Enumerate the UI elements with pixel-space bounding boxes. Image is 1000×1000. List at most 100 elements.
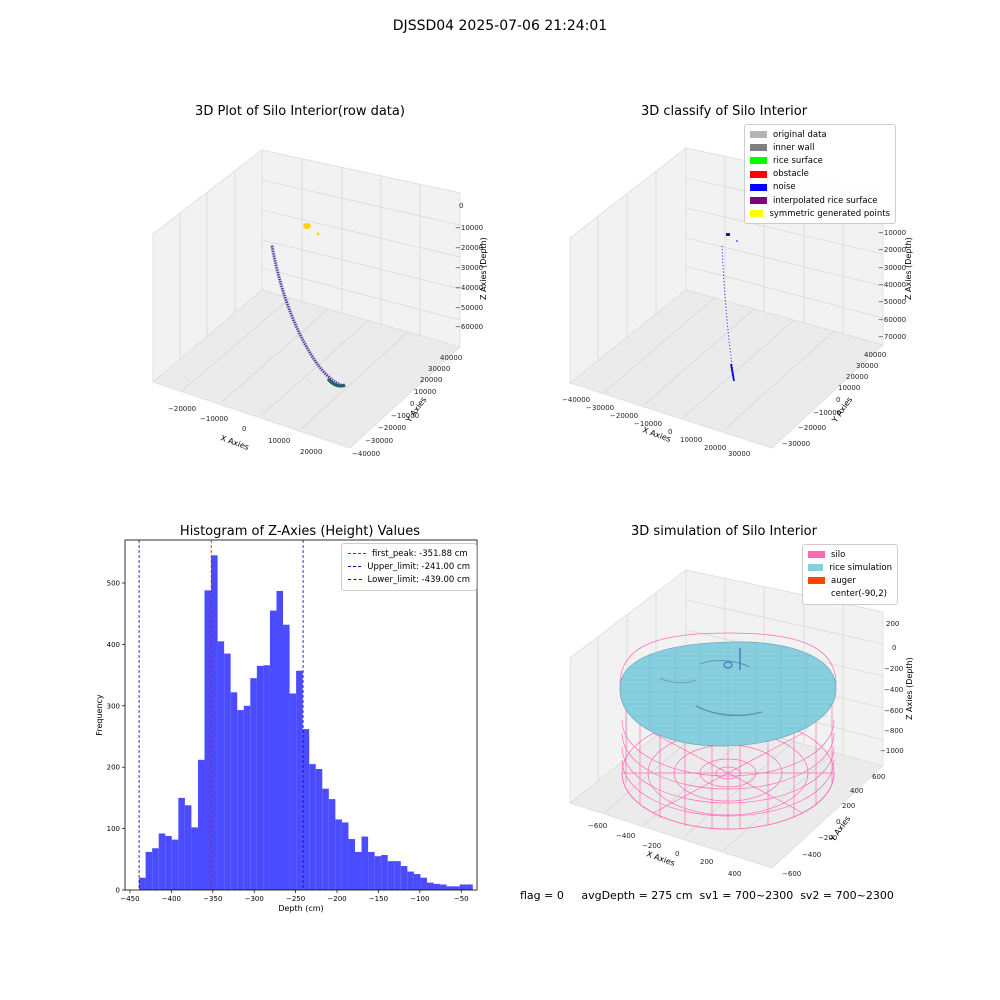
plot2-ztick: −40000 <box>878 281 906 289</box>
histogram-xtick-label: −250 <box>286 895 305 903</box>
histogram-xtick-label: −50 <box>454 895 469 903</box>
histogram-bar <box>243 705 251 890</box>
plot4-ytick: −600 <box>782 870 801 878</box>
plot2-ytick: −10000 <box>813 409 841 417</box>
histogram-bar <box>269 610 277 890</box>
histogram-bar <box>152 848 159 890</box>
plot2-legend: original data inner wall rice surface ob… <box>744 124 896 225</box>
plot1-xtick: 10000 <box>268 437 290 445</box>
legend-label: inner wall <box>773 142 815 153</box>
plot2-ytick: 40000 <box>864 351 886 359</box>
plot1-point-trail <box>270 245 345 388</box>
plot2-xtick: 20000 <box>704 444 726 452</box>
histogram-xtick-label: −150 <box>369 895 388 903</box>
legend-swatch <box>808 551 825 559</box>
histogram-xlabel: Depth (cm) <box>278 904 323 913</box>
histogram-bar <box>394 861 401 890</box>
legend-swatch <box>750 131 767 139</box>
legend-label: symmetric generated points <box>769 208 890 219</box>
legend-label: center(-90,2) <box>831 589 887 600</box>
auger-marker <box>723 648 741 670</box>
rice-surface-mesh <box>621 642 836 746</box>
histogram-bar <box>315 769 323 890</box>
histogram-ytick-label: 300 <box>107 702 120 710</box>
plot1-3d-axes: −20000 −10000 0 10000 20000 −40000 −3000… <box>152 149 488 458</box>
histogram-legend: first_peak: -351.88 cm Upper_limit: -241… <box>341 543 477 591</box>
plot1-ytick: 20000 <box>420 376 442 384</box>
histogram-legend-item: first_peak: -351.88 cm <box>348 547 470 560</box>
histogram-ytick-label: 400 <box>107 641 120 649</box>
histogram-bar <box>289 693 297 890</box>
histogram-bar <box>197 759 205 890</box>
histogram-bar <box>341 822 349 890</box>
legend-swatch <box>750 157 767 165</box>
plot2-ztick: −10000 <box>878 229 906 237</box>
plot1-ztick: −10000 <box>455 224 483 232</box>
plot1-grid <box>179 159 461 429</box>
figure-title: DJSSD04 2025-07-06 21:24:01 <box>392 18 608 34</box>
plot4-legend: silo rice simulation auger center(-90,2) <box>802 544 898 605</box>
legend-line <box>348 566 362 568</box>
histogram-bar <box>374 856 382 890</box>
histogram-bar <box>322 788 329 890</box>
legend-label: Lower_limit: -439.00 cm <box>367 574 470 585</box>
plot2-zlabel: Z Axies (Depth) <box>904 237 913 300</box>
plot2-xtick: −30000 <box>586 404 614 412</box>
legend-line <box>348 553 366 555</box>
plot2-legend-item: inner wall <box>750 141 890 154</box>
histogram-bar <box>256 665 264 890</box>
plot1-point-cluster <box>326 377 346 388</box>
legend-label: interpolated rice surface <box>773 195 878 206</box>
plot4-xlabel: X Axies <box>645 849 676 868</box>
legend-label: original data <box>773 129 827 140</box>
legend-swatch <box>808 577 825 585</box>
plot4-xtick: −200 <box>642 842 661 850</box>
plot4-ytick: 400 <box>850 787 863 795</box>
plot4-xtick: −600 <box>588 822 607 830</box>
histogram-bar <box>296 670 303 890</box>
plot2-ztick: −50000 <box>878 298 906 306</box>
plot2-xtick: −40000 <box>562 396 590 404</box>
plot2-legend-item: original data <box>750 128 890 141</box>
plot1-zlabel: Z Axies (Depth) <box>479 237 488 300</box>
histogram-bar <box>361 836 369 890</box>
plot2-ztick: −20000 <box>878 246 906 254</box>
plot1-ytick: 10000 <box>414 388 436 396</box>
histogram-bar <box>145 851 153 890</box>
plot1-ztick: 0 <box>459 202 463 210</box>
histogram-bar <box>204 590 212 890</box>
plot1-floor-pane <box>152 289 461 449</box>
legend-label: rice surface <box>773 155 823 166</box>
plot1-xtick: 20000 <box>300 448 322 456</box>
histogram-xtick-label: −350 <box>203 895 222 903</box>
histogram-bar <box>355 851 362 890</box>
status-footer: flag = 0 avgDepth = 275 cm sv1 = 700~230… <box>520 889 894 902</box>
histogram-bar <box>139 877 146 890</box>
plot2-legend-item: symmetric generated points <box>750 207 890 220</box>
histogram-bar <box>224 653 231 890</box>
plot4-ztick: 0 <box>892 644 896 652</box>
histogram-xtick-label: −300 <box>245 895 264 903</box>
histogram-bar <box>381 855 388 890</box>
histogram-bar <box>348 839 356 890</box>
histogram-bar <box>426 882 434 890</box>
histogram-bar <box>211 555 218 890</box>
histogram-ytick-label: 200 <box>107 764 120 772</box>
plot2-title: 3D classify of Silo Interior <box>640 104 808 119</box>
plot1-ztick: −50000 <box>455 304 483 312</box>
plot2-legend-item: rice surface <box>750 154 890 167</box>
histogram-xtick-label: −100 <box>410 895 429 903</box>
histogram-ylabel: Frequency <box>95 694 104 736</box>
legend-swatch <box>750 170 767 178</box>
plot1-title: 3D Plot of Silo Interior(row data) <box>195 104 405 119</box>
plot2-point-cluster-top <box>726 233 730 236</box>
legend-swatch <box>750 210 764 218</box>
plot1-point-yellow-small <box>316 232 320 236</box>
plot2-noise-points <box>721 245 735 379</box>
plot2-ytick: 30000 <box>856 362 878 370</box>
histogram-xtick-label: −400 <box>162 895 181 903</box>
histogram-bar <box>237 710 244 890</box>
legend-swatch <box>808 564 824 572</box>
histogram-bar <box>171 839 179 890</box>
legend-label: Upper_limit: -241.00 cm <box>367 561 470 572</box>
